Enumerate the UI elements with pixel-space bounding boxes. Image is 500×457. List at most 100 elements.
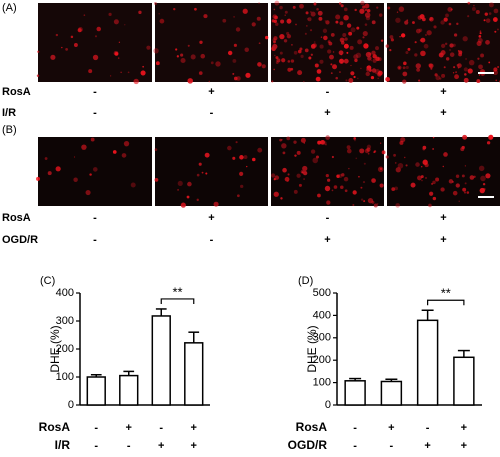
- significance-bracket: [160, 298, 195, 304]
- fluorescence-spot: [395, 203, 400, 208]
- treatment-sign: +: [461, 440, 467, 452]
- fluorescence-spot: [55, 166, 61, 172]
- fluorescence-spot: [274, 15, 278, 20]
- fluorescence-spot: [412, 21, 415, 24]
- fluorescence-spot: [397, 162, 404, 169]
- fluorescence-spot: [290, 67, 294, 71]
- fluorescence-spot: [429, 191, 434, 196]
- fluorescence-spot: [432, 180, 436, 185]
- fluorescence-spot: [400, 33, 406, 38]
- fluorescence-spot: [310, 44, 316, 49]
- fluorescence-spot: [327, 49, 332, 54]
- fluorescence-spot: [425, 177, 427, 179]
- fluorescence-spot: [121, 153, 127, 158]
- fluorescence-spot: [452, 190, 458, 196]
- significance-bracket: [427, 299, 465, 306]
- fluorescence-spot: [345, 79, 348, 82]
- fluorescence-spot: [385, 44, 390, 48]
- fluorescence-spot: [464, 165, 467, 167]
- fluorescence-spot: [346, 18, 349, 20]
- fluorescence-spot: [50, 54, 56, 60]
- fluorescence-spot: [461, 174, 465, 178]
- fluorescence-spot: [434, 73, 438, 77]
- fluorescence-spot: [387, 6, 391, 10]
- fluorescence-spot: [484, 12, 488, 16]
- fluorescence-spot: [340, 62, 343, 64]
- fluorescence-spot: [257, 147, 263, 153]
- fluorescence-spot: [322, 141, 327, 145]
- fluorescence-spot: [463, 67, 468, 72]
- bar: [380, 380, 403, 406]
- fluorescence-spot: [85, 189, 91, 196]
- fluorescence-spot: [379, 183, 384, 188]
- fluorescence-spot: [485, 39, 490, 45]
- fluorescence-spot: [346, 51, 349, 54]
- fluorescence-spot: [300, 54, 304, 59]
- treatment-sign: -: [353, 440, 357, 452]
- fluorescence-spot: [94, 35, 98, 38]
- fluorescence-spot: [286, 34, 292, 39]
- fluorescence-spot: [319, 44, 324, 49]
- fluorescence-spot: [371, 20, 376, 25]
- fluorescence-spot: [354, 8, 357, 12]
- fluorescence-spot: [303, 80, 305, 83]
- panel-label: (B): [2, 124, 17, 136]
- fluorescence-spot: [415, 28, 421, 34]
- fluorescence-spot: [478, 165, 485, 172]
- fluorescence-spot: [476, 79, 481, 84]
- fluorescence-spot: [109, 75, 112, 77]
- fluorescence-spot: [210, 61, 214, 65]
- treatment-sign: -: [93, 234, 97, 246]
- fluorescence-spot: [462, 187, 467, 192]
- fluorescence-spot: [469, 175, 475, 180]
- fluorescence-spot: [335, 20, 339, 24]
- fluorescence-spot: [124, 24, 126, 26]
- fluorescence-spot: [306, 25, 308, 27]
- fluorescence-spot: [323, 35, 328, 41]
- fluorescence-spot: [316, 69, 322, 74]
- fluorescence-spot: [239, 171, 244, 176]
- treatment-sign: +: [424, 440, 430, 452]
- fluorescence-spot: [252, 157, 256, 162]
- fluorescence-spot: [371, 68, 377, 73]
- fluorescence-spot: [360, 67, 362, 70]
- fluorescence-spot: [478, 34, 482, 38]
- fluorescence-spot: [200, 53, 206, 59]
- fluorescence-spot: [417, 175, 422, 181]
- fluorescence-spot: [92, 54, 99, 61]
- fluorescence-spot: [140, 70, 146, 76]
- fluorescence-spot: [410, 182, 416, 188]
- fluorescence-spot: [354, 139, 356, 142]
- fluorescence-spot: [393, 153, 396, 157]
- micrograph: [38, 3, 152, 82]
- treatment-sign: +: [324, 107, 330, 119]
- fluorescence-spot: [438, 52, 444, 58]
- treatment-sign: -: [93, 86, 97, 98]
- fluorescence-spot: [273, 40, 276, 44]
- fluorescence-spot: [154, 178, 159, 182]
- fluorescence-spot: [483, 19, 486, 22]
- fluorescence-spot: [407, 47, 411, 51]
- bar: [416, 319, 439, 406]
- fluorescence-spot: [281, 58, 286, 63]
- fluorescence-spot: [330, 63, 333, 66]
- fluorescence-spot: [65, 47, 68, 51]
- fluorescence-spot: [332, 64, 338, 70]
- fluorescence-spot: [313, 41, 316, 43]
- fluorescence-spot: [155, 61, 160, 66]
- fluorescence-spot: [492, 69, 498, 76]
- fluorescence-spot: [402, 79, 407, 84]
- fluorescence-spot: [275, 22, 279, 26]
- fluorescence-spot: [480, 175, 486, 182]
- fluorescence-spot: [389, 48, 392, 52]
- fluorescence-spot: [404, 156, 406, 159]
- fluorescence-spot: [257, 62, 262, 67]
- fluorescence-spot: [273, 68, 276, 71]
- fluorescence-spot: [273, 19, 277, 24]
- fluorescence-spot: [375, 56, 380, 62]
- fluorescence-spot: [274, 0, 280, 6]
- fluorescence-spot: [415, 63, 421, 69]
- fluorescence-spot: [344, 37, 348, 41]
- treatment-sign: +: [440, 107, 446, 119]
